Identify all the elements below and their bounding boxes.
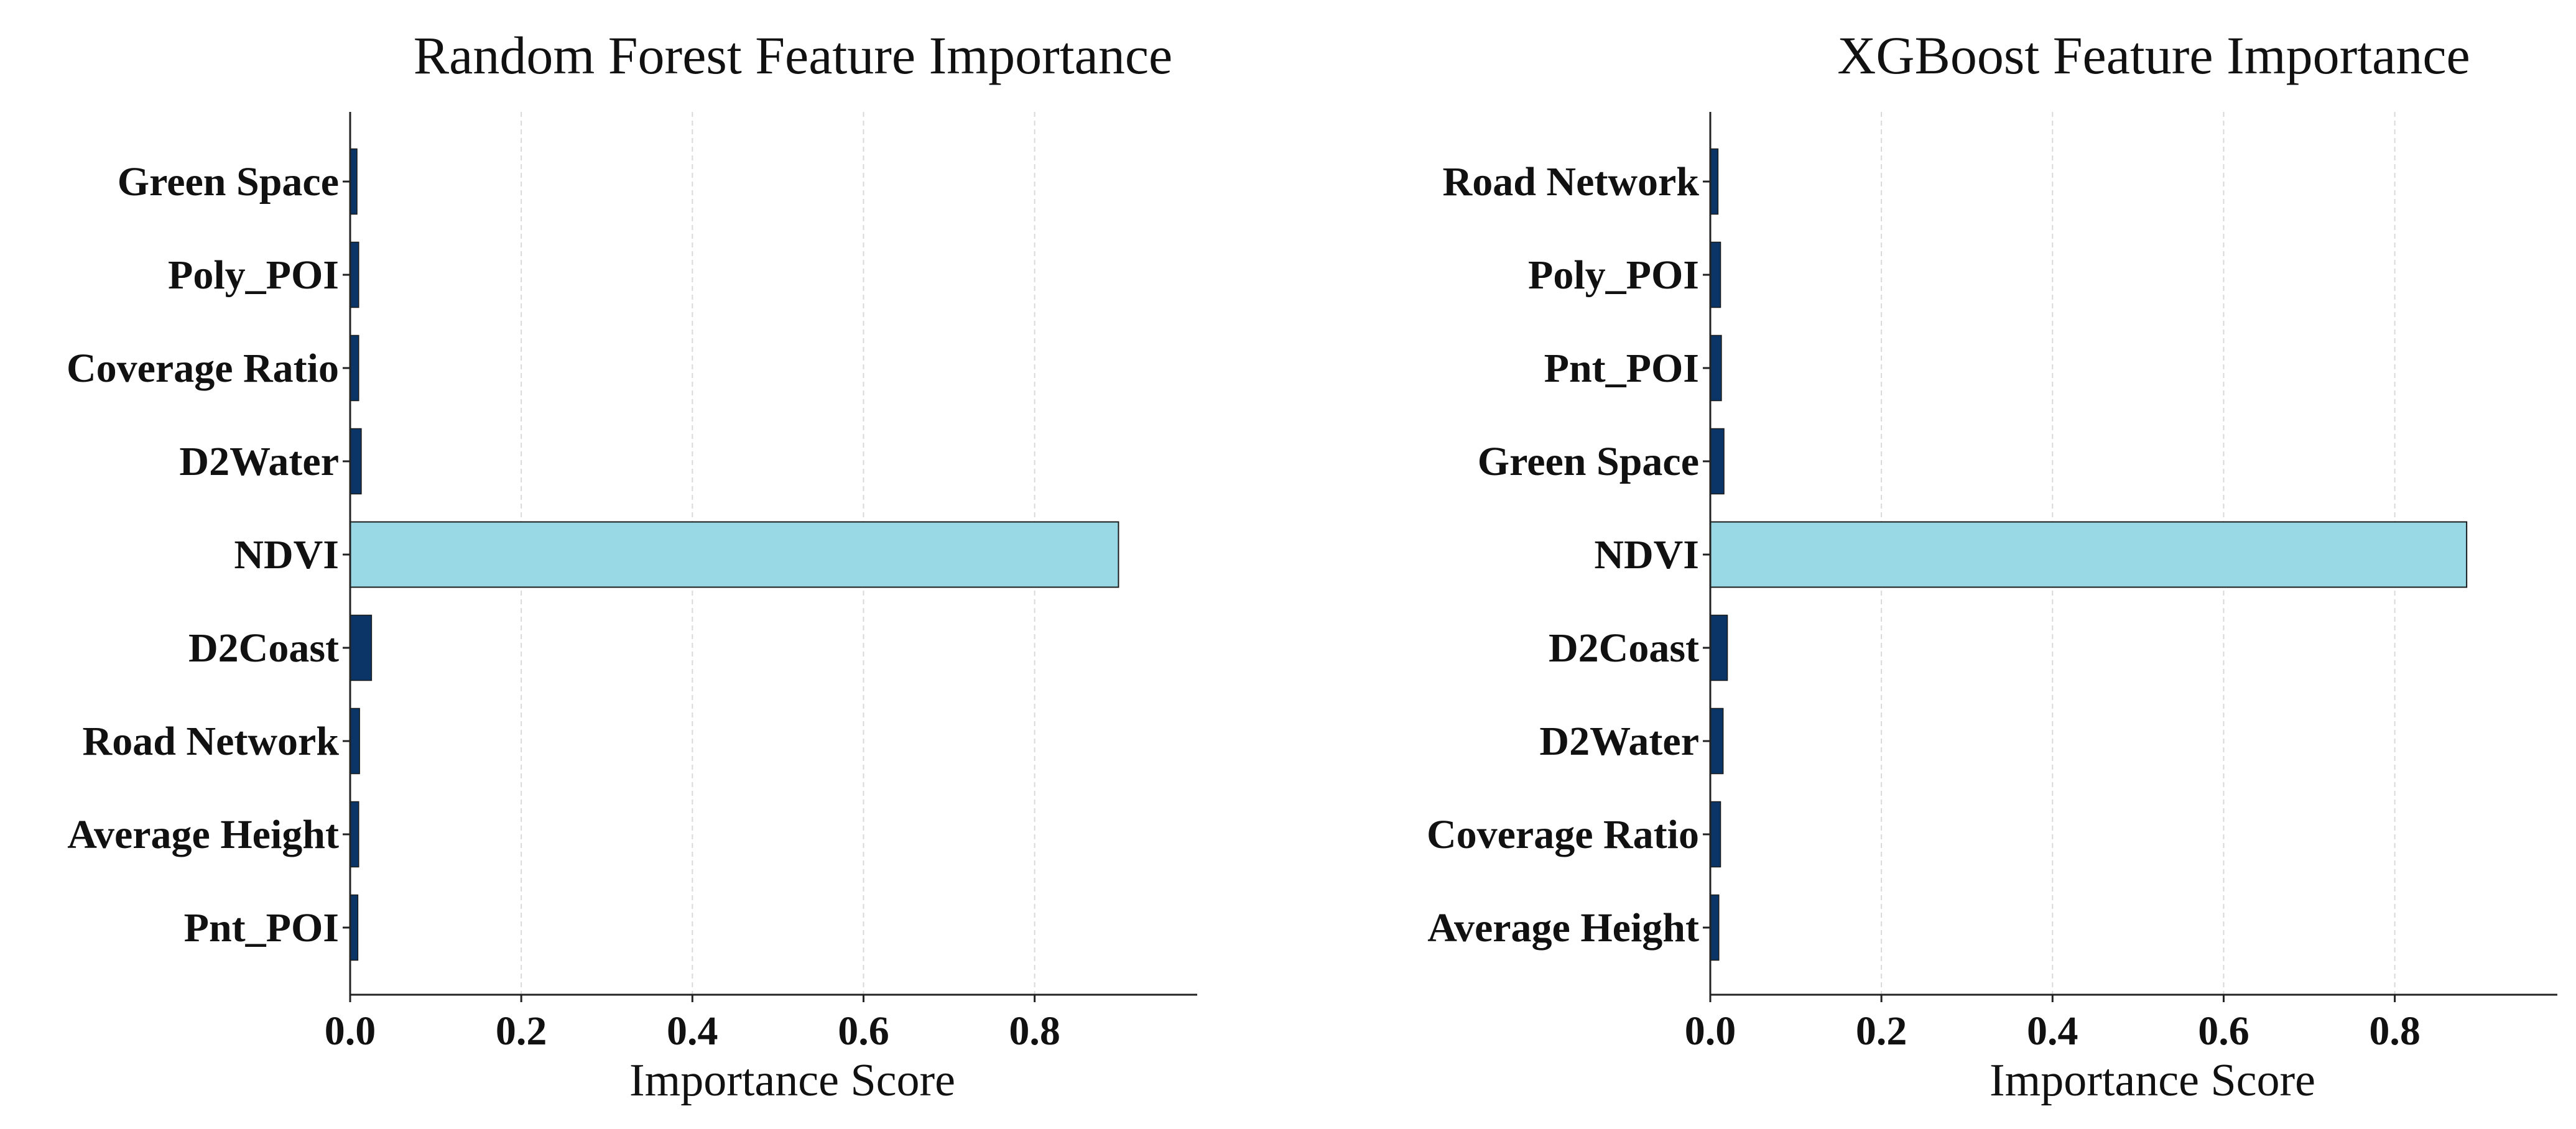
y-category-label: Average Height bbox=[67, 812, 339, 857]
y-category-label: Poly_POI bbox=[1528, 252, 1699, 298]
y-category-label: Average Height bbox=[1427, 905, 1699, 951]
y-category-label: D2Coast bbox=[1549, 625, 1699, 671]
y-category-label: NDVI bbox=[234, 532, 339, 578]
y-category-label: Pnt_POI bbox=[184, 905, 339, 951]
bar-coverage-ratio bbox=[350, 334, 359, 402]
y-category-label: D2Coast bbox=[188, 625, 339, 671]
bar-green-space bbox=[350, 148, 358, 215]
y-category-label: Poly_POI bbox=[168, 252, 339, 298]
x-axis-label: Importance Score bbox=[1990, 1055, 2315, 1106]
bar-pnt-poi bbox=[350, 894, 359, 961]
bar-coverage-ratio bbox=[1710, 801, 1721, 868]
x-tick-label: 0.6 bbox=[838, 1008, 889, 1054]
y-category-label: Pnt_POI bbox=[1544, 346, 1699, 391]
bar-d2coast bbox=[350, 614, 373, 681]
bar-pnt-poi bbox=[1710, 334, 1722, 402]
chart-title: Random Forest Feature Importance bbox=[414, 25, 1172, 85]
x-tick-label: 0.8 bbox=[1009, 1008, 1060, 1054]
x-axis-label: Importance Score bbox=[629, 1055, 955, 1106]
y-category-label: Road Network bbox=[83, 719, 340, 764]
chart-title: XGBoost Feature Importance bbox=[1837, 25, 2470, 85]
x-tick-label: 0.8 bbox=[2369, 1008, 2421, 1054]
x-tick-label: 0.0 bbox=[325, 1008, 376, 1054]
bar-d2coast bbox=[1710, 614, 1728, 681]
bar-ndvi bbox=[350, 521, 1119, 588]
y-category-label: NDVI bbox=[1594, 532, 1699, 578]
bar-average-height bbox=[1710, 894, 1720, 961]
bar-d2water bbox=[350, 428, 362, 495]
bar-ndvi bbox=[1710, 521, 2468, 588]
bar-d2water bbox=[1710, 707, 1724, 775]
y-category-label: D2Water bbox=[1539, 719, 1699, 764]
x-tick-label: 0.2 bbox=[496, 1008, 547, 1054]
bar-poly-poi bbox=[350, 241, 359, 308]
y-category-label: Road Network bbox=[1443, 159, 1700, 205]
bar-road-network bbox=[1710, 148, 1719, 215]
x-tick-label: 0.4 bbox=[667, 1008, 718, 1054]
bar-green-space bbox=[1710, 428, 1725, 495]
y-category-label: Coverage Ratio bbox=[1427, 812, 1699, 857]
random-forest-panel: Random Forest Feature Importance Importa… bbox=[67, 25, 1197, 1106]
bar-average-height bbox=[350, 801, 359, 868]
x-tick-label: 0.6 bbox=[2198, 1008, 2249, 1054]
x-tick-label: 0.0 bbox=[1685, 1008, 1736, 1054]
y-category-label: Green Space bbox=[1478, 439, 1699, 484]
bar-road-network bbox=[350, 707, 360, 775]
x-tick-label: 0.2 bbox=[1856, 1008, 1907, 1054]
y-category-label: D2Water bbox=[179, 439, 339, 484]
xgboost-panel: XGBoost Feature Importance Importance Sc… bbox=[1427, 25, 2557, 1106]
y-category-label: Green Space bbox=[118, 159, 339, 205]
y-category-label: Coverage Ratio bbox=[67, 346, 339, 391]
x-tick-label: 0.4 bbox=[2027, 1008, 2078, 1054]
bar-poly-poi bbox=[1710, 241, 1721, 308]
